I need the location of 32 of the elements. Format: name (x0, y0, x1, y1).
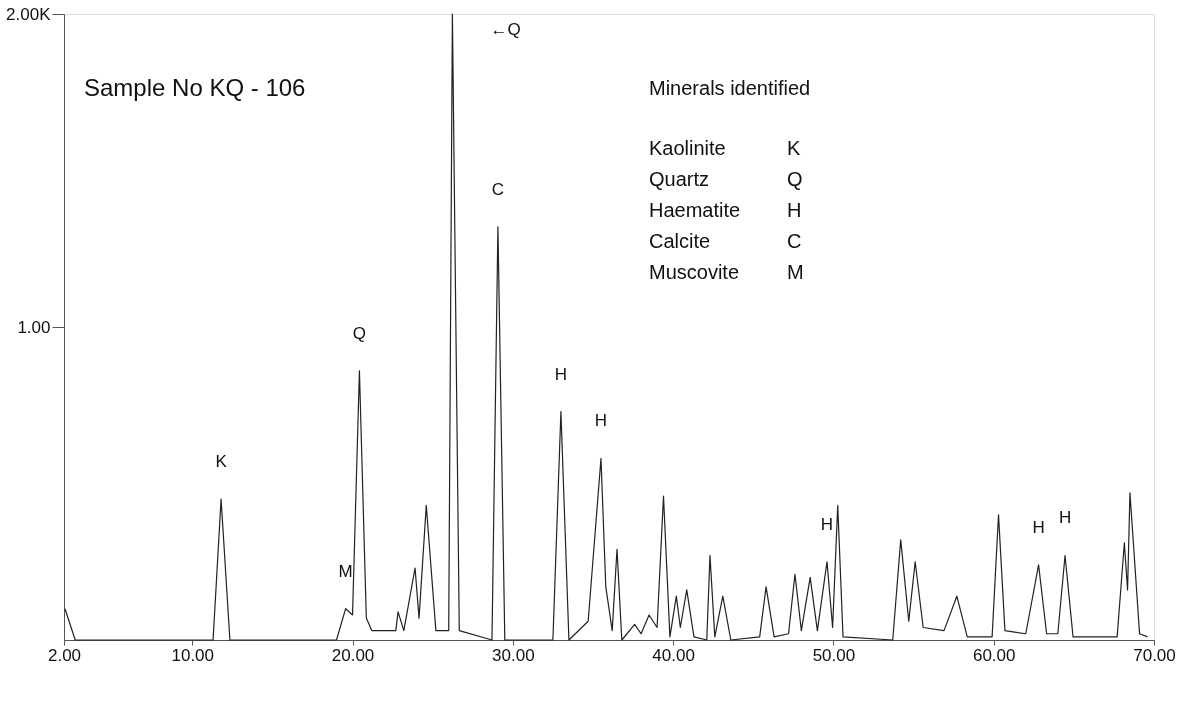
annotation: H (787, 199, 802, 221)
x-tick-label: 50.00 (812, 645, 856, 665)
annotation: H (1032, 517, 1045, 537)
annotation: C (491, 179, 505, 199)
annotation: Minerals identified (649, 77, 811, 99)
x-tick-label: 40.00 (652, 645, 695, 665)
annotation: Sample No KQ - 106 (84, 74, 306, 101)
annotation: M (338, 561, 353, 581)
annotation: Muscovite (649, 261, 740, 283)
annotation: H (820, 514, 834, 534)
x-tick-label: 2.00 (47, 645, 82, 665)
x-tick-label: 10.00 (171, 645, 215, 665)
annotation: Q (352, 323, 367, 343)
annotation: Kaolinite (649, 137, 726, 159)
annotation: H (554, 364, 568, 384)
annotation: C (787, 230, 802, 252)
x-tick-label: 30.00 (492, 645, 535, 665)
x-tick-label: 60.00 (972, 645, 1016, 665)
annotation: ←Q (490, 20, 521, 39)
annotation: K (215, 452, 228, 472)
annotation: K (787, 137, 801, 159)
annotation: M (787, 261, 804, 283)
y-tick-label: 1.00 (17, 317, 51, 337)
annotation: Calcite (649, 230, 711, 252)
y-tick-label: 2.00K (6, 4, 52, 24)
x-tick-label: 70.00 (1133, 645, 1176, 665)
annotation: Haematite (649, 199, 741, 221)
annotation: H (1058, 508, 1072, 528)
annotation: H (594, 411, 608, 431)
annotation: Quartz (649, 168, 710, 190)
x-tick-label: 20.00 (331, 645, 375, 665)
annotation: Q (787, 168, 803, 190)
